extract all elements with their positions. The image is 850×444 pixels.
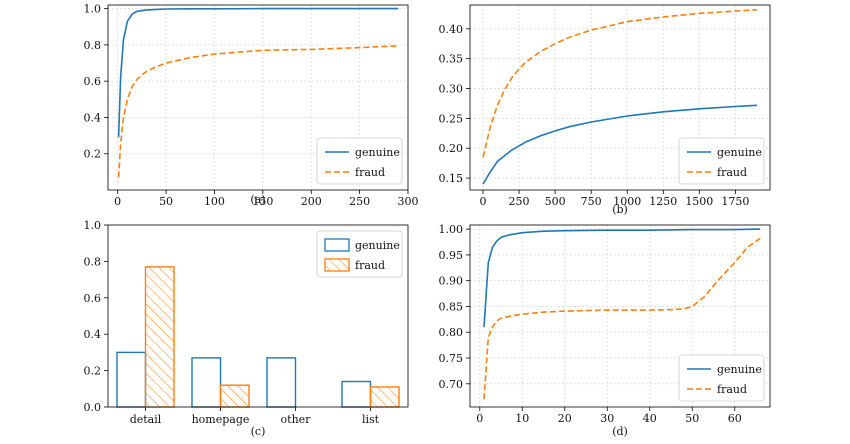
panel-caption: (c) [251, 425, 266, 438]
x-tick-label: 0 [114, 195, 121, 208]
y-tick-label: 0.0 [84, 401, 102, 414]
x-tick-label: 0 [476, 412, 483, 425]
x-tick-label: 250 [509, 195, 530, 208]
bar-genuine-detail [116, 351, 147, 408]
plot-frame [469, 224, 771, 408]
x-tick-label: 500 [545, 195, 566, 208]
series-line-fraud [117, 45, 399, 178]
x-tick-label: 20 [558, 412, 572, 425]
series-line-fraud [482, 9, 758, 158]
x-tick-label: list [362, 413, 380, 426]
plot-frame [469, 4, 771, 191]
x-tick-label: 0 [479, 195, 486, 208]
x-tick-label: 300 [398, 195, 419, 208]
y-tick-label: 1.00 [439, 223, 464, 236]
x-tick-label: 250 [349, 195, 370, 208]
series-line-genuine [117, 7, 399, 138]
x-tick-label: 50 [685, 412, 699, 425]
y-tick-label: 0.75 [439, 352, 464, 365]
y-tick-label: 0.15 [439, 172, 464, 185]
x-tick-label: 750 [581, 195, 602, 208]
y-tick-label: 0.85 [439, 300, 464, 313]
y-tick-label: 0.90 [439, 275, 464, 288]
y-tick-label: 1.0 [84, 219, 102, 232]
legend-swatch-fraud [324, 258, 350, 272]
x-tick-label: detail [130, 413, 162, 426]
legend-label-genuine: genuine [717, 146, 762, 159]
y-tick-label: 0.20 [439, 142, 464, 155]
y-tick-label: 0.2 [84, 148, 102, 161]
x-tick-label: 1250 [649, 195, 677, 208]
chart-panel-b: 0.15 0.20 0.25 0.30 0.35 0.40 0 250 500 750 1000 12… [439, 4, 771, 216]
y-tick-label: 0.70 [439, 378, 464, 391]
bar-fraud-homepage [219, 384, 250, 408]
plot-frame [107, 4, 409, 191]
legend-label-genuine: genuine [355, 239, 400, 252]
y-tick-label: 0.30 [439, 83, 464, 96]
legend-label-fraud: fraud [717, 166, 747, 179]
x-tick-label: 50 [159, 195, 173, 208]
panel-caption: (b) [612, 203, 628, 216]
bar-fraud-detail [144, 266, 175, 408]
bar-genuine-other [266, 357, 297, 408]
y-tick-label: 0.4 [84, 111, 102, 124]
bar-genuine-homepage [191, 357, 222, 408]
y-tick-label: 0.6 [84, 292, 102, 305]
y-tick-label: 0.8 [84, 255, 102, 268]
x-tick-label: 1000 [613, 195, 641, 208]
plot-frame [107, 224, 409, 408]
x-tick-label: 1500 [685, 195, 713, 208]
x-tick-label: homepage [192, 413, 250, 426]
legend: genuine fraud [678, 137, 765, 185]
legend-label-fraud: fraud [355, 166, 385, 179]
y-tick-label: 0.6 [84, 75, 102, 88]
legend: genuine fraud [678, 354, 765, 402]
y-tick-label: 0.8 [84, 39, 102, 52]
y-tick-label: 0.4 [84, 328, 102, 341]
y-tick-label: 0.80 [439, 326, 464, 339]
y-tick-label: 0.40 [439, 23, 464, 36]
legend-label-genuine: genuine [717, 363, 762, 376]
series-line-genuine [483, 228, 761, 328]
x-tick-label: 10 [515, 412, 529, 425]
y-tick-label: 0.95 [439, 249, 464, 262]
chart-panel-c: 0.0 0.2 0.4 0.6 0.8 1.0 detail homepage other lis… [84, 219, 409, 438]
x-tick-label: 30 [600, 412, 614, 425]
legend-swatch-genuine [324, 238, 350, 252]
chart-panel-a: 0.2 0.4 0.6 0.8 1.0 0 50 100 150 200 250 300 genuine… [84, 3, 419, 208]
legend-label-fraud: fraud [717, 383, 747, 396]
series-line-genuine [482, 104, 758, 185]
x-tick-label: 100 [204, 195, 225, 208]
y-tick-label: 0.35 [439, 53, 464, 66]
x-tick-label: 40 [643, 412, 657, 425]
legend-label-genuine: genuine [355, 146, 400, 159]
series-line-fraud [483, 237, 761, 400]
y-tick-label: 0.2 [84, 365, 102, 378]
chart-panel-d: 0.70 0.75 0.80 0.85 0.90 0.95 1.00 0 10 20 30 40 50 6… [439, 223, 771, 438]
legend: genuine fraud [316, 230, 403, 278]
x-tick-label: 60 [728, 412, 742, 425]
x-tick-label: other [281, 413, 312, 426]
x-tick-label: 1750 [721, 195, 749, 208]
panel-caption: (d) [612, 425, 628, 438]
panel-caption: (a) [250, 193, 265, 206]
x-tick-label: 200 [301, 195, 322, 208]
y-tick-label: 1.0 [84, 3, 102, 16]
bar-genuine-list [341, 380, 372, 408]
x-tick-label: 150 [252, 195, 273, 208]
y-tick-label: 0.25 [439, 112, 464, 125]
legend: genuine fraud [316, 137, 403, 185]
legend-label-fraud: fraud [355, 259, 385, 272]
bar-fraud-list [369, 386, 400, 408]
